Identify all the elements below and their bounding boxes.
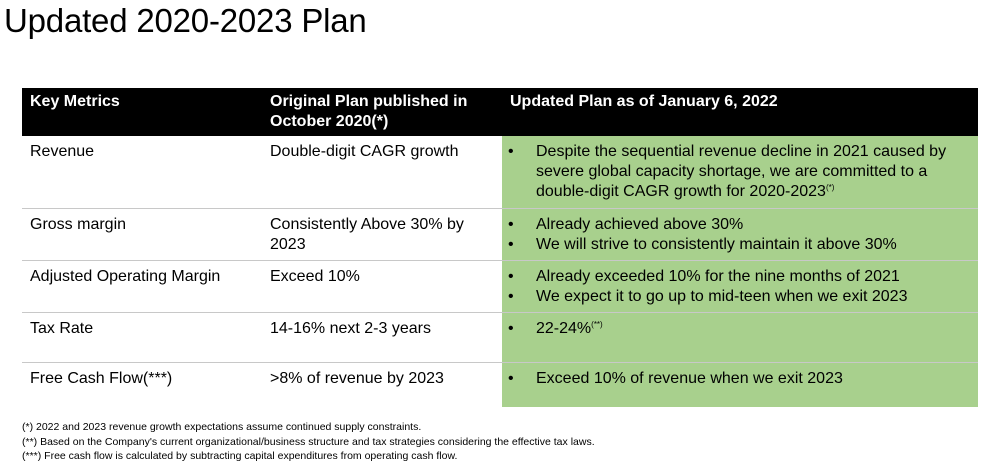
page-title: Updated 2020-2023 Plan <box>4 2 367 39</box>
bullet-text-body: Already exceeded 10% for the nine months… <box>536 267 900 285</box>
bullet-item: • Despite the sequential revenue decline … <box>508 142 970 202</box>
footnote: (***) Free cash flow is calculated by su… <box>22 450 458 462</box>
bullet-text-body: We will strive to consistently maintain … <box>536 235 897 253</box>
bullet-text-body: We expect it to go up to mid-teen when w… <box>536 287 908 305</box>
original-plan-cell: Consistently Above 30% by 2023 <box>262 208 502 261</box>
updated-plan-cell: • Despite the sequential revenue decline … <box>502 136 978 209</box>
bullet-text: 22-24%(**) <box>536 319 970 339</box>
updated-plan-cell: • 22-24%(**) <box>502 312 978 363</box>
original-plan-cell: Double-digit CAGR growth <box>262 136 502 209</box>
updated-plan-cell: • Already exceeded 10% for the nine month… <box>502 260 978 313</box>
footnotes: (*) 2022 and 2023 revenue growth expecta… <box>22 420 595 464</box>
bullet-icon: • <box>508 369 514 387</box>
header-updated-plan: Updated Plan as of January 6, 2022 <box>502 88 978 136</box>
bullet-text-body: 22-24% <box>536 319 592 337</box>
bullet-icon: • <box>508 319 514 337</box>
original-plan-cell: >8% of revenue by 2023 <box>270 369 444 387</box>
bullet-icon: • <box>508 267 514 285</box>
bullet-text-body: Exceed 10% of revenue when we exit 2023 <box>536 369 843 387</box>
original-plan-cell: Exceed 10% <box>262 260 502 313</box>
bullet-icon: • <box>508 143 514 160</box>
header-key-metrics: Key Metrics <box>22 88 262 136</box>
metric-cell: Revenue <box>22 136 262 209</box>
plan-table: Key Metrics Original Plan published in O… <box>22 88 978 407</box>
bullet-text: Exceed 10% of revenue when we exit 2023 <box>536 369 970 389</box>
table-row: Revenue Double-digit CAGR growth • Despite … <box>22 136 978 209</box>
bullet-item: • Already achieved above 30% <box>508 215 970 235</box>
table-row: Tax Rate 14-16% next 2-3 years • 22-24%(**) <box>22 312 978 363</box>
bullet-item: • 22-24%(**) <box>508 319 970 339</box>
footnote-marker: (**) <box>591 319 603 329</box>
table-row: Adjusted Operating Margin Exceed 10% • Alre… <box>22 260 978 313</box>
bullet-item: • Exceed 10% of revenue when we exit 2023 <box>508 369 970 389</box>
bullet-icon: • <box>508 287 514 305</box>
footnote: (*) 2022 and 2023 revenue growth expecta… <box>22 421 422 433</box>
bullet-item: • We will strive to consistently maintain… <box>508 235 970 255</box>
bullet-text: Already exceeded 10% for the nine months… <box>536 267 970 287</box>
bullet-text: Despite the sequential revenue decline i… <box>536 142 970 202</box>
bullet-text-body: Already achieved above 30% <box>536 215 744 233</box>
updated-plan-cell: • Exceed 10% of revenue when we exit 2023 <box>502 362 978 407</box>
updated-plan-cell: • Already achieved above 30% • We will stri… <box>502 208 978 261</box>
bullet-text-body: Despite the sequential revenue decline i… <box>536 143 947 200</box>
metric-cell: Adjusted Operating Margin <box>22 260 262 313</box>
table-header-row: Key Metrics Original Plan published in O… <box>22 88 978 136</box>
original-plan-cell: 14-16% next 2-3 years <box>262 312 502 363</box>
bullet-item: • Already exceeded 10% for the nine month… <box>508 267 970 287</box>
bullet-icon: • <box>508 215 514 233</box>
metric-cell: Free Cash Flow(***) <box>30 369 173 387</box>
metric-cell: Gross margin <box>22 208 262 261</box>
bullet-text: We will strive to consistently maintain … <box>536 235 970 255</box>
bullet-icon: • <box>508 235 514 253</box>
table-body: Revenue Double-digit CAGR growth • Despite … <box>22 136 978 407</box>
table-row: Gross margin Consistently Above 30% by 20… <box>22 208 978 261</box>
bullet-text: We expect it to go up to mid-teen when w… <box>536 287 970 307</box>
footnote: (**) Based on the Company's current orga… <box>22 435 595 448</box>
bullet-text: Already achieved above 30% <box>536 215 970 235</box>
bullet-item: • We expect it to go up to mid-teen when … <box>508 287 970 307</box>
header-original-plan: Original Plan published in October 2020(… <box>262 88 502 136</box>
metric-cell: Tax Rate <box>22 312 262 363</box>
footnote-marker: (*) <box>825 183 835 192</box>
table-row: Free Cash Flow(***) >8% of revenue by 202… <box>22 362 978 407</box>
